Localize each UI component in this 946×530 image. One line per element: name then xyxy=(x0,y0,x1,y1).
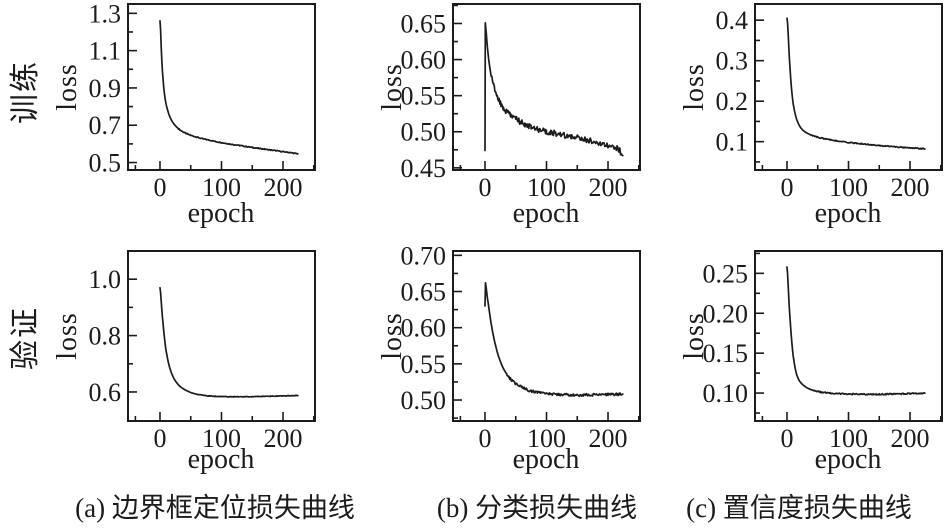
svg-text:0.7: 0.7 xyxy=(89,111,122,140)
svg-text:200: 200 xyxy=(264,173,303,202)
svg-text:0.70: 0.70 xyxy=(401,241,447,270)
subplot-val-cls-loss: loss 0 100 200 0.50 0.55 0.60 0.65 0.70 epoch xyxy=(375,240,645,480)
svg-text:0.1: 0.1 xyxy=(716,128,749,157)
subplot-val-box-loss: loss 0 100 200 0.6 0.8 1.0 epoch xyxy=(50,240,320,480)
svg-text:0.9: 0.9 xyxy=(89,74,122,103)
svg-text:100: 100 xyxy=(202,173,241,202)
x-axis-label: epoch xyxy=(814,444,882,475)
svg-text:0: 0 xyxy=(153,424,166,453)
svg-text:0.65: 0.65 xyxy=(401,278,447,307)
svg-text:0: 0 xyxy=(780,424,793,453)
svg-text:0.5: 0.5 xyxy=(89,149,122,178)
svg-text:0.50: 0.50 xyxy=(401,386,447,415)
svg-text:100: 100 xyxy=(527,424,566,453)
x-axis-label: epoch xyxy=(512,444,580,475)
svg-text:0.50: 0.50 xyxy=(401,118,447,147)
svg-text:200: 200 xyxy=(589,173,628,202)
row-label-train: 训练 xyxy=(9,60,42,124)
svg-text:0.65: 0.65 xyxy=(401,9,447,38)
plot-train-cls-loss: 0 100 200 0.45 0.50 0.55 0.60 0.65 xyxy=(401,3,641,202)
svg-text:200: 200 xyxy=(891,173,930,202)
x-axis-label: epoch xyxy=(814,198,882,229)
svg-text:0: 0 xyxy=(780,173,793,202)
caption-box-loss: (a) 边界框定位损失曲线 xyxy=(75,493,355,523)
subplot-train-cls-loss: loss 0 100 200 0.45 0.50 0.55 0.60 0.65 epoch xyxy=(375,0,645,240)
svg-text:0.2: 0.2 xyxy=(716,87,749,116)
svg-text:0.8: 0.8 xyxy=(89,322,122,351)
subplot-train-box-loss: loss 0 100 200 0.5 0.7 0.9 1.1 1.3 epoch xyxy=(50,0,320,240)
subplot-val-conf-loss: loss 0 100 200 0.10 0.15 0.20 0.25 epoch xyxy=(677,240,946,480)
svg-text:0: 0 xyxy=(478,173,491,202)
plot-train-box-loss: 0 100 200 0.5 0.7 0.9 1.1 1.3 xyxy=(89,0,316,202)
svg-text:0.6: 0.6 xyxy=(89,378,122,407)
svg-text:0.45: 0.45 xyxy=(401,154,447,183)
plot-train-conf-loss: 0 100 200 0.1 0.2 0.3 0.4 xyxy=(716,3,943,202)
svg-text:0: 0 xyxy=(478,424,491,453)
svg-text:100: 100 xyxy=(202,424,241,453)
svg-text:0: 0 xyxy=(153,173,166,202)
svg-text:0.15: 0.15 xyxy=(703,339,749,368)
svg-text:0.20: 0.20 xyxy=(703,299,749,328)
x-axis-label: epoch xyxy=(187,198,255,229)
plot-val-box-loss: 0 100 200 0.6 0.8 1.0 xyxy=(89,250,316,453)
svg-text:1.3: 1.3 xyxy=(89,0,122,28)
svg-text:0.25: 0.25 xyxy=(703,259,749,288)
caption-cls-loss: (b) 分类损失曲线 xyxy=(436,493,638,523)
svg-text:200: 200 xyxy=(264,424,303,453)
x-axis-label: epoch xyxy=(512,198,580,229)
svg-text:0.60: 0.60 xyxy=(401,46,447,75)
svg-text:0.55: 0.55 xyxy=(401,350,447,379)
svg-text:100: 100 xyxy=(829,173,868,202)
svg-text:200: 200 xyxy=(891,424,930,453)
caption-conf-loss: (c) 置信度损失曲线 xyxy=(686,493,912,523)
svg-text:0.55: 0.55 xyxy=(401,82,447,111)
svg-text:0.3: 0.3 xyxy=(716,47,749,76)
svg-text:100: 100 xyxy=(527,173,566,202)
svg-text:100: 100 xyxy=(829,424,868,453)
plot-val-cls-loss: 0 100 200 0.50 0.55 0.60 0.65 0.70 xyxy=(401,241,641,453)
svg-text:0.60: 0.60 xyxy=(401,314,447,343)
svg-text:1.0: 1.0 xyxy=(89,265,122,294)
subplot-train-conf-loss: loss 0 100 200 0.1 0.2 0.3 0.4 epoch xyxy=(677,0,946,240)
svg-text:200: 200 xyxy=(589,424,628,453)
x-axis-label: epoch xyxy=(187,444,255,475)
svg-text:0.10: 0.10 xyxy=(703,379,749,408)
plot-val-conf-loss: 0 100 200 0.10 0.15 0.20 0.25 xyxy=(703,250,943,453)
svg-text:1.1: 1.1 xyxy=(89,37,122,66)
row-label-validation: 验证 xyxy=(9,306,42,370)
svg-text:0.4: 0.4 xyxy=(716,6,749,35)
